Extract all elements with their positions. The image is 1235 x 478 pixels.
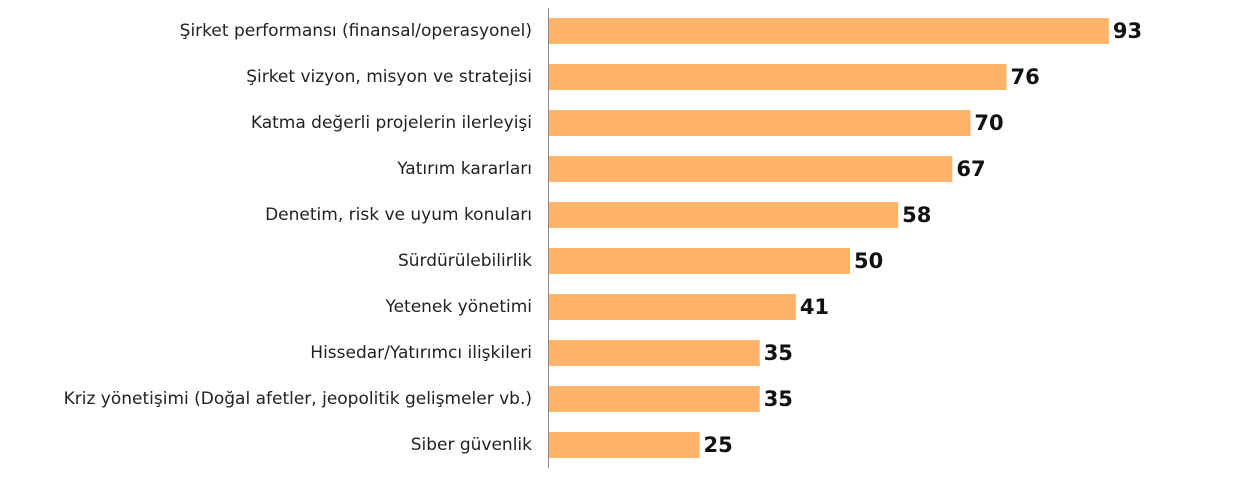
bar — [549, 386, 760, 412]
value-label: 50 — [854, 249, 883, 273]
category-label: Yetenek yönetimi — [384, 297, 532, 317]
category-label: Yatırım kararları — [396, 159, 532, 179]
category-label: Şirket vizyon, misyon ve stratejisi — [246, 67, 532, 87]
value-label: 35 — [764, 341, 793, 365]
bar — [549, 432, 700, 458]
category-label: Siber güvenlik — [411, 435, 532, 455]
bar — [549, 156, 953, 182]
bar — [549, 202, 899, 228]
value-label: 93 — [1113, 19, 1142, 43]
value-label: 76 — [1011, 65, 1040, 89]
category-label: Kriz yönetişimi (Doğal afetler, jeopolit… — [64, 389, 532, 409]
value-label: 67 — [956, 157, 985, 181]
bar — [549, 18, 1109, 44]
category-label: Katma değerli projelerin ilerleyişi — [251, 113, 532, 133]
category-label: Denetim, risk ve uyum konuları — [265, 205, 532, 225]
bar — [549, 248, 850, 274]
category-label: Hissedar/Yatırımcı ilişkileri — [310, 343, 532, 363]
bar — [549, 294, 796, 320]
value-label: 41 — [800, 295, 829, 319]
value-label: 70 — [974, 111, 1003, 135]
value-label: 25 — [704, 433, 733, 457]
bar — [549, 110, 971, 136]
category-label: Sürdürülebilirlik — [398, 251, 532, 271]
bar — [549, 340, 760, 366]
value-label: 35 — [764, 387, 793, 411]
bar — [549, 64, 1007, 90]
category-label: Şirket performansı (finansal/operasyonel… — [180, 21, 532, 41]
value-label: 58 — [902, 203, 931, 227]
